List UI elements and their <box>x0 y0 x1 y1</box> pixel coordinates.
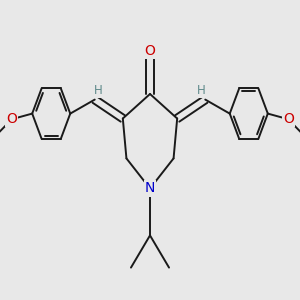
Text: N: N <box>145 182 155 196</box>
Text: O: O <box>6 112 17 126</box>
Text: H: H <box>94 84 103 97</box>
Text: H: H <box>197 84 206 97</box>
Text: O: O <box>283 112 294 126</box>
Text: O: O <box>145 44 155 58</box>
